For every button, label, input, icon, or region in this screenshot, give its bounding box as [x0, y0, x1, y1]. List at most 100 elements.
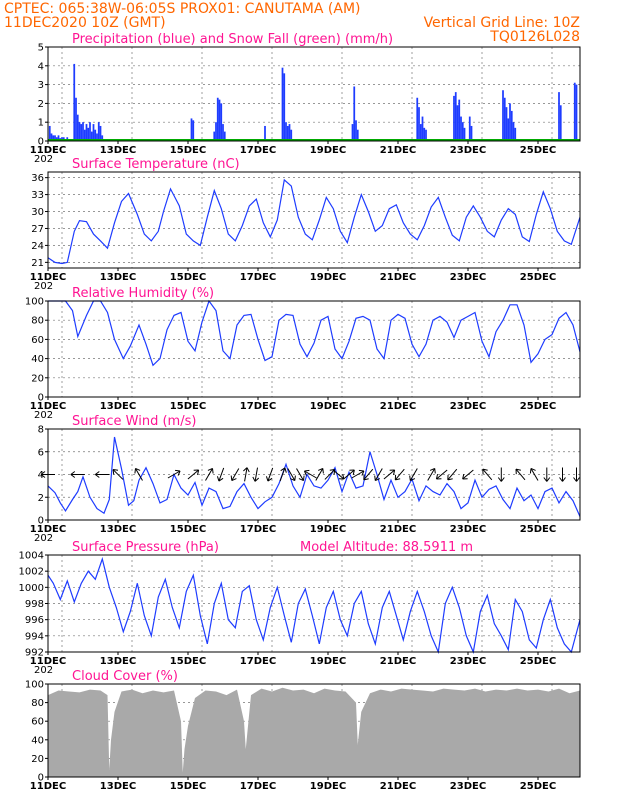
temp-xtick-label: 11DEC — [30, 272, 66, 283]
rh-ytick-label: 0 — [38, 393, 44, 404]
header-station: CPTEC: 065:38W-06:05S PROX01: CANUTAMA (… — [4, 1, 361, 17]
precip-bar — [82, 122, 84, 141]
wind-title: Surface Wind (m/s) — [72, 414, 196, 429]
wind-arrow-shaft — [296, 468, 304, 481]
precip-bar — [463, 127, 466, 141]
pressure-xtick-label: 23DEC — [450, 656, 486, 667]
wind-arrow — [243, 467, 250, 482]
precip-bar — [507, 118, 510, 141]
precip-title: Precipitation (blue) and Snow Fall (gree… — [72, 32, 393, 47]
wind-arrow — [230, 468, 240, 482]
wind-arrow-shaft — [482, 468, 493, 481]
wind-arrow-shaft — [218, 467, 225, 482]
wind-arrow-head — [389, 469, 396, 475]
pressure-ytick-label: 1004 — [19, 551, 44, 562]
wind-arrow — [351, 469, 365, 479]
wind-arrow — [559, 467, 566, 482]
precip-bar — [453, 95, 455, 141]
rh-xtick-label: 17DEC — [240, 401, 276, 412]
precip-bar — [76, 114, 79, 141]
precip-bar — [456, 105, 459, 141]
wind-arrow-head — [374, 475, 381, 482]
precip-bar — [57, 135, 60, 141]
precip-bar — [101, 135, 104, 141]
precip-bar — [78, 122, 81, 141]
cloud-xtick-label: 25DEC — [520, 781, 556, 792]
pressure-title: Surface Pressure (hPa) — [72, 540, 219, 555]
wind-ytick-label: 2 — [38, 493, 44, 504]
precip-bar — [285, 122, 287, 141]
wind-ytick-label: 4 — [38, 470, 44, 481]
precip-xtick-label: 15DEC — [170, 145, 206, 156]
precip-bar — [218, 99, 221, 141]
cloud-frame — [47, 683, 581, 778]
wind-arrow — [573, 467, 580, 482]
precip-bar — [286, 125, 289, 141]
wind-arrow — [296, 468, 305, 482]
precip-bar — [75, 97, 77, 141]
precip-bar — [418, 107, 420, 141]
wind-arrow-head — [40, 471, 46, 478]
temp-ytick-label: 21 — [31, 258, 44, 269]
precip-bar — [351, 124, 354, 141]
precip-bar — [461, 122, 464, 141]
wind-arrow-head — [515, 468, 521, 475]
wind-arrow-head — [529, 467, 536, 474]
wind-arrow-shaft — [436, 469, 448, 480]
wind-arrow-head — [70, 471, 76, 478]
wind-ytick-label: 8 — [38, 425, 44, 436]
wind-xtick-label: 17DEC — [240, 524, 276, 535]
wind-arrow-shaft — [205, 468, 213, 481]
wind-arrow-shaft — [112, 469, 124, 480]
precip-panel: 0 1 2 3 4 5 11DEC 13DEC 15DEC 17DEC 19DEC 21DEC 23DE… — [30, 32, 581, 165]
wind-arrow — [435, 469, 448, 480]
precip-xtick-label: 13DEC — [100, 145, 136, 156]
precip-bar — [510, 110, 513, 141]
precip-bar — [215, 122, 217, 141]
rh-xtick-label: 19DEC — [310, 401, 346, 412]
wind-arrow — [462, 469, 474, 480]
precip-bar — [468, 116, 471, 141]
pressure-panel: 992 994 996 998 1000 1002 1004 11DEC 13DEC 15DEC 1… — [19, 540, 581, 676]
wind-arrow-head — [349, 469, 355, 475]
wind-arrow-shaft — [394, 468, 405, 481]
wind-arrow-shaft — [383, 469, 395, 480]
wind-arrow-head — [230, 475, 237, 482]
pressure-xtick-label: 13DEC — [100, 656, 136, 667]
precip-bar — [73, 63, 76, 141]
pressure-ytick-label: 992 — [25, 648, 44, 659]
precip-bar — [575, 84, 578, 141]
precip-bar — [223, 131, 226, 141]
rh-xtick-label: 25DEC — [520, 401, 556, 412]
wind-arrow-head — [573, 477, 580, 482]
precip-bar — [356, 129, 359, 141]
rh-xtick-label: 13DEC — [100, 401, 136, 412]
precip-bar — [509, 103, 511, 141]
wind-year-stub: 202 — [34, 533, 53, 544]
wind-ytick-label: 6 — [38, 447, 44, 458]
rh-xtick-label: 23DEC — [450, 401, 486, 412]
wind-ytick-label: 0 — [38, 516, 44, 527]
wind-arrow-shaft — [324, 469, 336, 480]
rh-ytick-label: 40 — [31, 354, 44, 365]
temp-xtick-label: 21DEC — [380, 272, 416, 283]
rh-xtick-label: 11DEC — [30, 401, 66, 412]
wind-arrow-head — [462, 474, 468, 480]
pressure-xtick-label: 21DEC — [380, 656, 416, 667]
pressure-ytick-label: 1002 — [19, 567, 44, 578]
wind-arrow — [324, 469, 336, 480]
wind-arrow-head — [358, 469, 365, 476]
precip-year-stub: 202 — [34, 154, 53, 165]
wind-arrow — [497, 467, 505, 482]
wind-arrow-head — [112, 469, 119, 475]
rh-title: Relative Humidity (%) — [72, 286, 214, 301]
wind-arrow — [332, 469, 345, 480]
precip-bar — [94, 129, 97, 141]
pressure-ytick-label: 1000 — [19, 583, 44, 594]
wind-arrow-head — [193, 469, 200, 475]
wind-arrow-head — [329, 469, 336, 475]
wind-arrow — [409, 468, 418, 482]
wind-arrow-head — [338, 474, 345, 480]
wind-xtick-label: 13DEC — [100, 524, 136, 535]
